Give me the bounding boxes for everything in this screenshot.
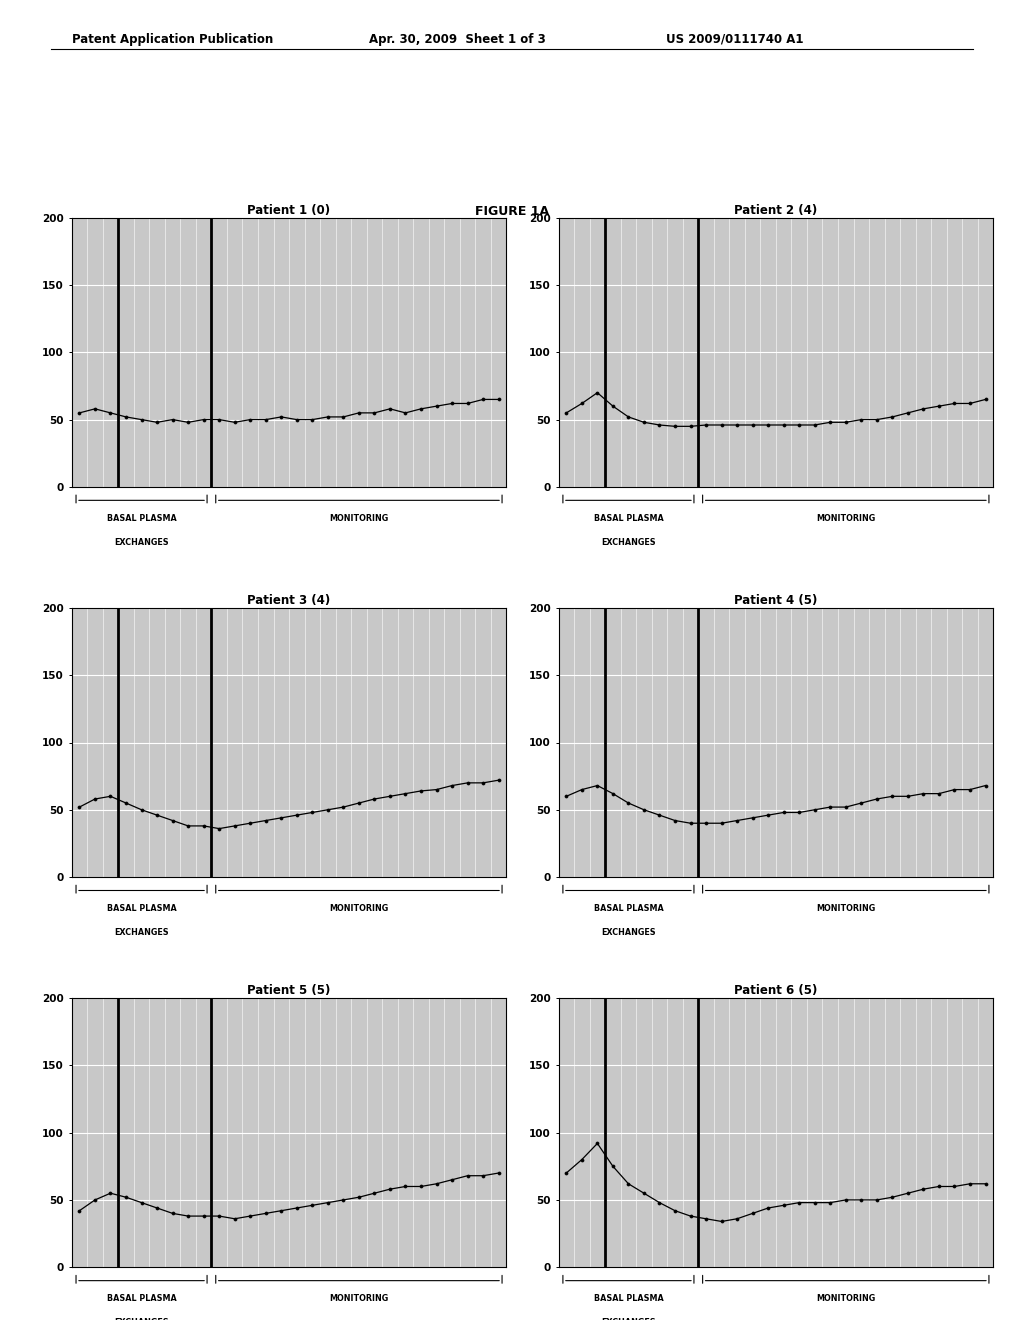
Text: EXCHANGES: EXCHANGES bbox=[115, 1319, 169, 1320]
Text: US 2009/0111740 A1: US 2009/0111740 A1 bbox=[666, 33, 803, 46]
Text: EXCHANGES: EXCHANGES bbox=[115, 539, 169, 546]
Title: Patient 6 (5): Patient 6 (5) bbox=[734, 983, 817, 997]
Text: MONITORING: MONITORING bbox=[816, 513, 876, 523]
Text: BASAL PLASMA: BASAL PLASMA bbox=[106, 1294, 176, 1303]
Text: EXCHANGES: EXCHANGES bbox=[601, 928, 655, 937]
Text: BASAL PLASMA: BASAL PLASMA bbox=[106, 904, 176, 913]
Text: BASAL PLASMA: BASAL PLASMA bbox=[594, 1294, 664, 1303]
Text: MONITORING: MONITORING bbox=[330, 513, 388, 523]
Text: BASAL PLASMA: BASAL PLASMA bbox=[594, 904, 664, 913]
Text: BASAL PLASMA: BASAL PLASMA bbox=[106, 513, 176, 523]
Text: Patent Application Publication: Patent Application Publication bbox=[72, 33, 273, 46]
Text: EXCHANGES: EXCHANGES bbox=[115, 928, 169, 937]
Text: BASAL PLASMA: BASAL PLASMA bbox=[594, 513, 664, 523]
Title: Patient 1 (0): Patient 1 (0) bbox=[248, 203, 331, 216]
Title: Patient 5 (5): Patient 5 (5) bbox=[248, 983, 331, 997]
Text: EXCHANGES: EXCHANGES bbox=[601, 1319, 655, 1320]
Text: MONITORING: MONITORING bbox=[330, 904, 388, 913]
Title: Patient 2 (4): Patient 2 (4) bbox=[734, 203, 817, 216]
Title: Patient 3 (4): Patient 3 (4) bbox=[248, 594, 331, 607]
Text: MONITORING: MONITORING bbox=[330, 1294, 388, 1303]
Text: Apr. 30, 2009  Sheet 1 of 3: Apr. 30, 2009 Sheet 1 of 3 bbox=[369, 33, 546, 46]
Title: Patient 4 (5): Patient 4 (5) bbox=[734, 594, 817, 607]
Text: FIGURE 1A: FIGURE 1A bbox=[475, 205, 549, 218]
Text: EXCHANGES: EXCHANGES bbox=[601, 539, 655, 546]
Text: MONITORING: MONITORING bbox=[816, 904, 876, 913]
Text: MONITORING: MONITORING bbox=[816, 1294, 876, 1303]
